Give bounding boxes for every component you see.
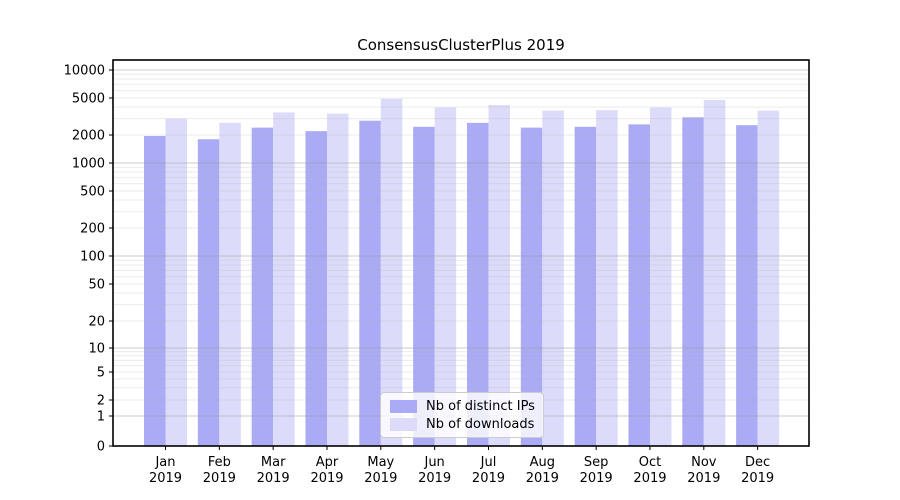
- legend-item-distinct-ips: Nb of distinct IPs: [390, 399, 535, 414]
- x-tick-label-year: 2019: [364, 471, 397, 486]
- x-tick-label-month: Dec: [745, 455, 770, 470]
- x-tick-label-year: 2019: [310, 471, 343, 486]
- x-tick-label-year: 2019: [580, 471, 613, 486]
- x-tick-label-year: 2019: [203, 471, 236, 486]
- bar-downloads-feb: [219, 122, 241, 446]
- x-tick-label-month: Jul: [480, 455, 497, 470]
- y-tick-label: 20: [88, 315, 105, 330]
- x-tick-label-month: Oct: [639, 455, 661, 470]
- bar-distinct-ips-jan: [144, 136, 166, 447]
- bar-downloads-oct: [649, 107, 672, 446]
- y-tick-label: 2: [97, 394, 105, 409]
- bar-downloads-nov: [703, 100, 726, 447]
- bar-downloads-aug: [542, 110, 564, 447]
- y-tick-label: 10000: [64, 64, 105, 79]
- x-tick-label-year: 2019: [687, 471, 720, 486]
- bar-distinct-ips-may: [359, 120, 381, 446]
- bar-distinct-ips-mar: [251, 127, 274, 446]
- x-tick-label-year: 2019: [418, 471, 451, 486]
- y-tick-label: 1000: [72, 157, 105, 172]
- bar-distinct-ips-oct: [628, 124, 650, 447]
- y-tick-label: 5: [97, 366, 105, 381]
- bar-distinct-ips-jun: [413, 126, 435, 446]
- y-tick-label: 500: [80, 185, 105, 200]
- bar-downloads-may: [380, 98, 403, 446]
- bar-downloads-mar: [273, 112, 295, 447]
- x-tick-label-year: 2019: [633, 471, 666, 486]
- x-tick-label-month: Nov: [691, 455, 717, 470]
- bar-distinct-ips-feb: [197, 139, 220, 446]
- x-tick-label-month: Feb: [208, 455, 231, 470]
- x-tick-label-month: Apr: [316, 455, 339, 470]
- x-tick-label-month: Jan: [154, 455, 175, 470]
- x-tick-label-month: Sep: [584, 455, 609, 470]
- bar-distinct-ips-apr: [305, 131, 327, 446]
- legend-label-distinct-ips: Nb of distinct IPs: [426, 399, 535, 414]
- legend-swatch-distinct-ips: [390, 400, 417, 413]
- bar-downloads-jul: [488, 105, 510, 447]
- bar-distinct-ips-aug: [520, 127, 543, 446]
- y-tick-label: 10: [88, 342, 105, 357]
- y-tick-label: 2000: [72, 129, 105, 144]
- legend-label-downloads: Nb of downloads: [426, 417, 535, 432]
- x-tick-label-year: 2019: [257, 471, 290, 486]
- legend: Nb of distinct IPs Nb of downloads: [380, 392, 544, 438]
- x-tick-label-year: 2019: [149, 471, 182, 486]
- y-tick-label: 100: [80, 250, 105, 265]
- legend-item-downloads: Nb of downloads: [390, 417, 534, 432]
- bar-downloads-dec: [757, 110, 780, 447]
- bar-downloads-apr: [326, 113, 349, 447]
- legend-swatch-downloads: [390, 418, 417, 431]
- chart-title: ConsensusClusterPlus 2019: [357, 36, 565, 54]
- bar-downloads-jun: [434, 107, 457, 446]
- x-tick-label-year: 2019: [741, 471, 774, 486]
- plot-border: [112, 59, 810, 447]
- x-tick-label-year: 2019: [472, 471, 505, 486]
- bar-distinct-ips-nov: [682, 117, 704, 447]
- y-tick-label: 1: [97, 410, 105, 425]
- y-tick-label: 200: [80, 222, 105, 237]
- y-tick-label: 0: [97, 440, 105, 455]
- bar-distinct-ips-dec: [736, 125, 758, 446]
- x-tick-label-year: 2019: [526, 471, 559, 486]
- x-tick-label-month: May: [367, 455, 394, 470]
- bar-downloads-sep: [596, 110, 618, 446]
- bar-distinct-ips-sep: [574, 126, 597, 446]
- bar-downloads-jan: [165, 118, 187, 447]
- y-tick-label: 5000: [72, 92, 105, 107]
- x-tick-label-month: Mar: [261, 455, 286, 470]
- x-tick-label-month: Aug: [530, 455, 555, 470]
- bar-distinct-ips-jul: [466, 122, 489, 446]
- x-tick-label-month: Jun: [423, 455, 444, 470]
- y-tick-label: 50: [88, 278, 105, 293]
